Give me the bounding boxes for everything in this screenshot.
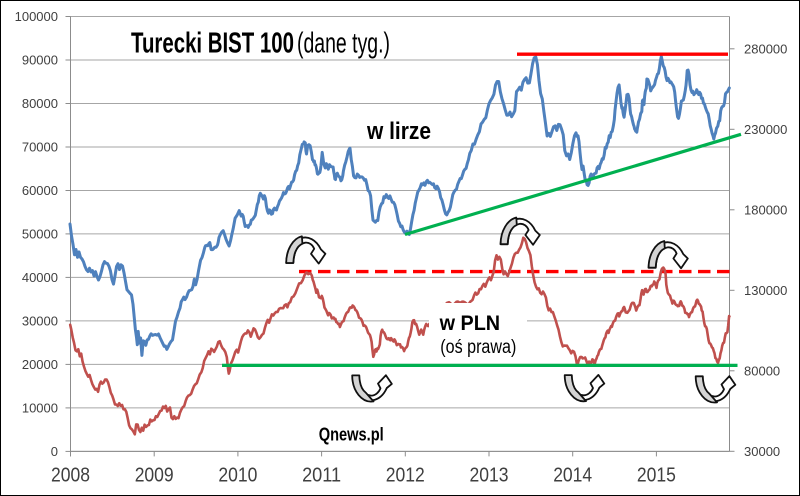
svg-text:70000: 70000 [22, 140, 58, 155]
svg-text:Qnews.pl: Qnews.pl [319, 425, 384, 445]
svg-text:20000: 20000 [22, 357, 58, 372]
svg-text:w PLN: w PLN [439, 311, 500, 335]
svg-text:10000: 10000 [22, 401, 58, 416]
svg-text:(oś prawa): (oś prawa) [440, 337, 516, 358]
svg-text:(dane tyg.): (dane tyg.) [297, 27, 390, 59]
svg-text:2013: 2013 [470, 465, 509, 487]
svg-text:100000: 100000 [15, 9, 58, 24]
svg-text:50000: 50000 [22, 227, 58, 242]
svg-text:280000: 280000 [744, 42, 787, 57]
svg-text:30000: 30000 [744, 444, 780, 459]
svg-text:2015: 2015 [637, 465, 676, 487]
svg-text:60000: 60000 [22, 183, 58, 198]
svg-text:130000: 130000 [744, 283, 787, 298]
svg-text:Turecki BIST 100: Turecki BIST 100 [131, 27, 294, 59]
svg-text:2010: 2010 [218, 465, 257, 487]
svg-text:2008: 2008 [51, 465, 90, 487]
svg-text:30000: 30000 [22, 314, 58, 329]
svg-text:2009: 2009 [135, 465, 174, 487]
svg-text:2011: 2011 [302, 465, 341, 487]
svg-text:80000: 80000 [22, 96, 58, 111]
svg-text:2014: 2014 [553, 465, 592, 487]
svg-text:40000: 40000 [22, 270, 58, 285]
svg-text:w lirze: w lirze [366, 118, 431, 145]
svg-text:180000: 180000 [744, 203, 787, 218]
svg-text:80000: 80000 [744, 364, 780, 379]
svg-text:0: 0 [51, 444, 58, 459]
svg-text:2012: 2012 [386, 465, 425, 487]
svg-text:90000: 90000 [22, 53, 58, 68]
svg-text:230000: 230000 [744, 122, 787, 137]
